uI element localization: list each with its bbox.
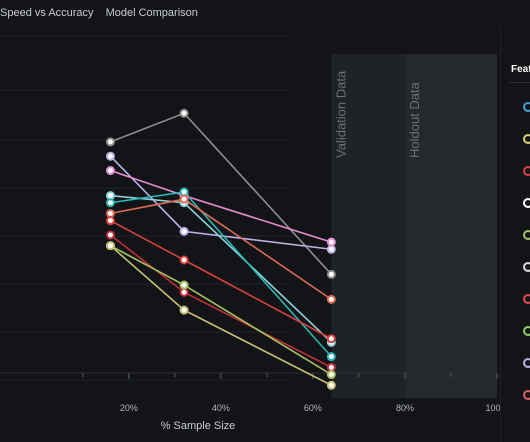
series-point [105, 166, 115, 176]
tab-bar: Speed vs Accuracy Model Comparison [0, 0, 198, 26]
series-point [105, 137, 115, 147]
feature-color-dot[interactable] [523, 198, 530, 208]
series-point [326, 269, 336, 279]
feature-panel: Feat [500, 26, 530, 442]
feature-color-dot[interactable] [523, 102, 530, 112]
chart-area: Validation Data Holdout Data 20% 40% 60% 80% 1… [0, 26, 500, 442]
series-point [105, 208, 115, 218]
series-point [326, 244, 336, 254]
series-point [326, 352, 336, 362]
validation-region [331, 54, 405, 398]
series-point [105, 191, 115, 201]
holdout-label: Holdout Data [407, 81, 422, 158]
feature-color-dot[interactable] [523, 294, 530, 304]
series-point [326, 294, 336, 304]
series-point [179, 287, 189, 297]
x-tick-label: 100% [485, 403, 500, 413]
series-point [105, 230, 115, 240]
feature-panel-divider [509, 82, 530, 83]
series-point [105, 198, 115, 208]
series-point [105, 241, 115, 251]
series-point [179, 255, 189, 265]
validation-label: Validation Data [333, 70, 348, 158]
tab-model-comparison[interactable]: Model Comparison [105, 7, 198, 19]
x-tick-label: 60% [304, 403, 322, 413]
holdout-region [404, 54, 497, 398]
series-line [109, 234, 332, 369]
series-point [326, 334, 336, 344]
series-point [179, 187, 189, 197]
tab-speed-vs-accuracy[interactable]: Speed vs Accuracy [0, 7, 94, 19]
feature-color-dot[interactable] [523, 134, 530, 144]
series-point [326, 237, 336, 247]
series-point [326, 362, 336, 372]
feature-color-dot[interactable] [523, 326, 530, 336]
x-axis-label: % Sample Size [161, 420, 236, 432]
series-line [109, 155, 332, 251]
x-tick-label: 80% [396, 403, 414, 413]
feature-color-dot[interactable] [523, 262, 530, 272]
feature-color-dot[interactable] [523, 390, 530, 400]
series-point [105, 216, 115, 226]
feature-color-dot[interactable] [523, 358, 530, 368]
series-point [179, 108, 189, 118]
series-point [179, 194, 189, 204]
series-point [179, 305, 189, 315]
feature-color-dot[interactable] [523, 166, 530, 176]
feature-panel-header: Feat [511, 64, 530, 75]
feature-color-dot[interactable] [523, 230, 530, 240]
series-point [179, 226, 189, 236]
series-point [105, 151, 115, 161]
series-point [179, 280, 189, 290]
x-tick-label: 40% [212, 403, 230, 413]
series-point [326, 370, 336, 380]
series-point [326, 380, 336, 390]
series-line [109, 245, 332, 386]
x-tick-label: 20% [120, 403, 138, 413]
speed-accuracy-chart: Validation Data Holdout Data 20% 40% 60% 80% 1… [0, 35, 500, 432]
series-line [110, 112, 332, 275]
